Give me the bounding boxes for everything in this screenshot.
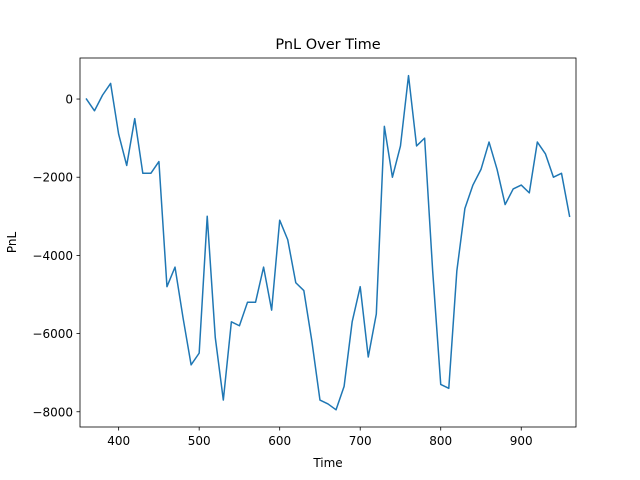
y-tick-label: 0 bbox=[65, 93, 73, 107]
x-tick-label: 600 bbox=[268, 434, 291, 448]
y-axis-ticks: −8000 −6000 −4000 −2000 0 bbox=[32, 93, 80, 419]
y-tick-label: −6000 bbox=[32, 327, 73, 341]
chart-title: PnL Over Time bbox=[275, 37, 380, 53]
x-tick-label: 400 bbox=[107, 434, 130, 448]
plot-area bbox=[79, 57, 577, 428]
plot-background bbox=[80, 58, 576, 427]
x-tick-label: 500 bbox=[188, 434, 211, 448]
x-axis-label: Time bbox=[312, 456, 342, 470]
x-tick-label: 900 bbox=[510, 434, 533, 448]
plot-frame bbox=[79, 57, 577, 428]
x-axis-ticks: 400 500 600 700 800 900 bbox=[107, 427, 533, 448]
x-tick-label: 700 bbox=[349, 434, 372, 448]
y-tick-label: −4000 bbox=[32, 249, 73, 263]
x-tick-label: 800 bbox=[429, 434, 452, 448]
y-tick-label: −2000 bbox=[32, 171, 73, 185]
pnl-series-line bbox=[85, 74, 571, 411]
y-axis-label: PnL bbox=[5, 232, 19, 254]
y-tick-label: −8000 bbox=[32, 405, 73, 419]
